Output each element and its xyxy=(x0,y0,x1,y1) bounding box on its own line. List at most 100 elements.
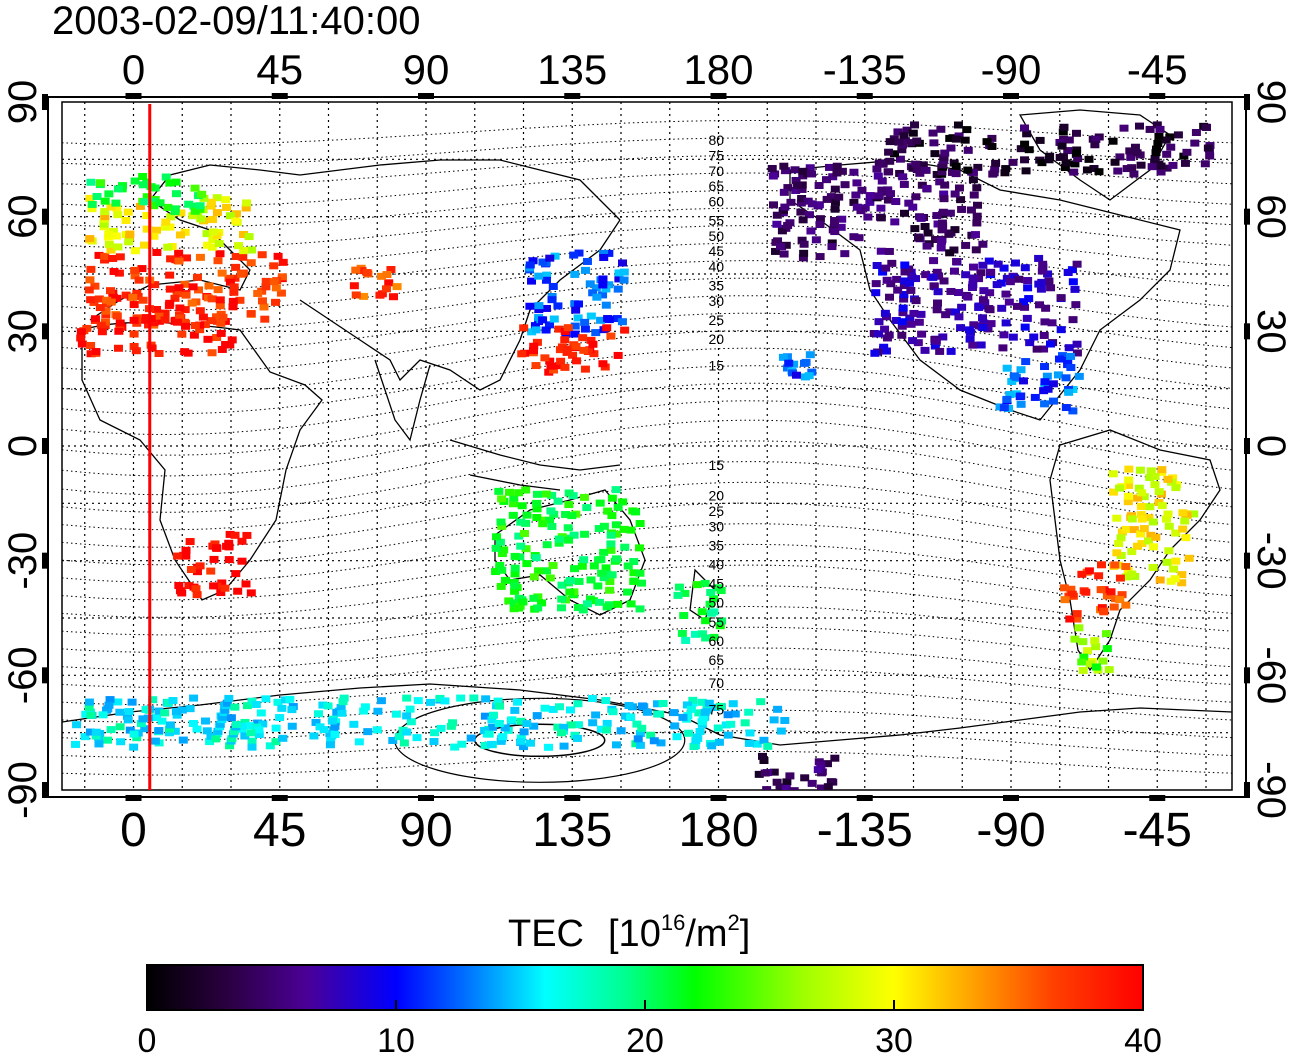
tec-cell xyxy=(517,502,527,510)
tec-cell xyxy=(1114,540,1124,548)
lon-tick-mark xyxy=(418,93,434,99)
tec-cell xyxy=(951,170,961,178)
tec-cell xyxy=(871,289,881,297)
tec-cell xyxy=(626,526,636,534)
tec-cell xyxy=(1122,573,1132,581)
tec-cell xyxy=(954,313,964,321)
tec-cell xyxy=(595,499,605,507)
tec-cell xyxy=(1071,301,1081,309)
tec-cell xyxy=(198,313,208,321)
tec-cell xyxy=(1040,363,1050,371)
tec-cell xyxy=(923,229,933,237)
tec-cell xyxy=(1066,352,1076,360)
tec-cell xyxy=(86,265,96,273)
coastline-india xyxy=(374,359,431,442)
tec-cell xyxy=(840,250,850,258)
tec-cell xyxy=(84,286,94,294)
tec-cell xyxy=(887,259,897,267)
tec-cell xyxy=(1162,164,1172,172)
tec-cell xyxy=(1162,558,1172,566)
lon-tick-mark xyxy=(125,795,142,801)
tec-cell xyxy=(1144,537,1154,545)
tec-cell xyxy=(649,737,659,745)
tec-cell xyxy=(184,582,194,590)
tec-cell xyxy=(171,708,181,716)
tec-cell xyxy=(873,172,883,180)
tec-cell xyxy=(1055,138,1065,146)
tec-cell xyxy=(325,741,335,749)
tec-cell xyxy=(1034,280,1044,288)
tec-cell xyxy=(937,219,947,227)
tec-cell xyxy=(899,132,909,140)
tec-cell xyxy=(769,768,779,776)
tec-cell xyxy=(1025,339,1035,347)
tec-cell xyxy=(629,558,639,566)
tec-cell xyxy=(514,532,524,540)
tec-cell xyxy=(457,740,467,748)
lon-tick-mark xyxy=(564,795,581,801)
tec-cell xyxy=(486,740,496,748)
tec-cell xyxy=(598,360,608,368)
tec-cell xyxy=(781,167,791,175)
lon-tick-mark xyxy=(1003,795,1019,801)
tec-cell xyxy=(150,281,160,289)
tec-cell xyxy=(578,334,588,342)
tec-cell xyxy=(631,740,641,748)
tec-cell xyxy=(965,335,975,343)
tec-cell xyxy=(231,253,241,261)
tec-cell xyxy=(548,705,558,713)
tec-cell xyxy=(830,185,840,193)
tec-cell xyxy=(510,582,520,590)
tec-cell xyxy=(1148,543,1158,551)
tec-cell xyxy=(978,314,988,322)
tec-cell xyxy=(715,702,725,710)
tec-cell xyxy=(646,731,656,739)
tec-cell xyxy=(521,545,531,553)
tec-cell xyxy=(546,507,556,515)
tec-cell xyxy=(532,505,542,513)
tec-cell xyxy=(880,309,890,317)
tec-cell xyxy=(561,511,571,519)
tec-cell xyxy=(330,730,340,738)
tec-cell xyxy=(148,696,158,704)
tec-cell xyxy=(195,202,205,210)
lat-tick-label-left: -90 xyxy=(1,761,45,819)
tec-cell xyxy=(895,155,905,163)
tec-cell xyxy=(1072,260,1082,268)
tec-cell xyxy=(533,604,543,612)
lat-tick-mark xyxy=(1244,94,1250,110)
tec-cell xyxy=(911,297,921,305)
tec-cell xyxy=(495,702,505,710)
tec-cell xyxy=(883,168,893,176)
tec-cell xyxy=(175,304,185,312)
tec-cell xyxy=(905,314,915,322)
tec-cell xyxy=(957,205,967,213)
tec-cell xyxy=(1154,132,1164,140)
tec-cell xyxy=(881,264,891,272)
lon-tick-label-bottom: 45 xyxy=(253,804,306,857)
tec-cell xyxy=(534,567,544,575)
tec-cell xyxy=(212,194,222,202)
tec-cell xyxy=(170,294,180,302)
tec-cell xyxy=(553,497,563,505)
tec-cell xyxy=(931,337,941,345)
contour-label: 50 xyxy=(709,595,725,611)
tec-cell xyxy=(496,737,506,745)
tec-cell xyxy=(71,740,81,748)
tec-cell xyxy=(689,742,699,750)
tec-cell xyxy=(1059,123,1069,131)
tec-cell xyxy=(691,737,701,745)
tec-cell xyxy=(129,316,139,324)
tec-cell xyxy=(125,726,135,734)
tec-cell xyxy=(178,736,188,744)
tec-cell xyxy=(1099,607,1109,615)
tec-cell xyxy=(222,542,232,550)
contour-label: 15 xyxy=(709,358,725,374)
tec-cell xyxy=(127,698,137,706)
contour-line xyxy=(62,400,1232,477)
tec-cell xyxy=(690,630,700,638)
tec-cell xyxy=(237,557,247,565)
tec-cell xyxy=(588,289,598,297)
tec-cell xyxy=(1096,561,1106,569)
tec-cell xyxy=(840,181,850,189)
